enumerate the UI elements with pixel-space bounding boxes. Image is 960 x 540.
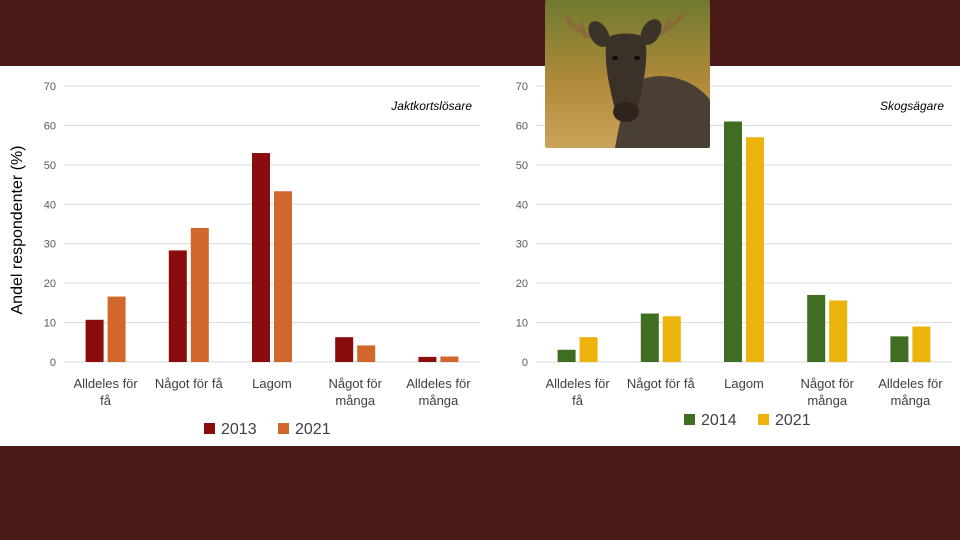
bar <box>829 300 848 362</box>
legend-swatch <box>684 414 695 425</box>
bar <box>252 153 270 362</box>
x-tick-label: Något för <box>800 376 854 391</box>
x-tick-label: många <box>891 393 932 408</box>
bar <box>107 296 126 362</box>
legend-swatch <box>204 423 215 434</box>
y-tick-label: 30 <box>516 239 528 251</box>
x-tick-label: Något för <box>328 376 382 391</box>
bar <box>724 121 742 362</box>
x-tick-label: Alldeles för <box>73 376 138 391</box>
bar <box>807 294 826 362</box>
x-tick-label: Alldeles för <box>878 376 943 391</box>
y-tick-label: 40 <box>516 199 528 211</box>
chart-panel: 0 10 20 30 40 50 60 70 Jaktkortslösare Alldeles f… <box>0 66 960 446</box>
bar <box>579 337 598 362</box>
legend-label: 2013 <box>221 421 257 438</box>
y-tick-label: 50 <box>44 160 56 172</box>
x-tick-label: få <box>100 393 112 408</box>
y-axis-label: Andel respondenter (%) <box>9 146 26 315</box>
bar <box>890 336 909 362</box>
moose-photo <box>545 0 710 148</box>
bar <box>357 345 376 362</box>
x-tick-label: Något för få <box>155 376 224 391</box>
y-tick-label: 60 <box>44 120 56 132</box>
bar <box>190 227 209 362</box>
y-tick-label: 0 <box>522 357 528 369</box>
bar <box>335 337 354 362</box>
y-tick-label: 20 <box>516 278 528 290</box>
bar <box>85 319 104 362</box>
y-tick-label: 70 <box>516 81 528 93</box>
x-tick-label: många <box>807 393 848 408</box>
bar <box>662 316 681 362</box>
y-tick-label: 50 <box>516 160 528 172</box>
x-tick-label: Alldeles för <box>545 376 610 391</box>
x-tick-label: få <box>572 393 584 408</box>
y-tick-label: 10 <box>516 318 528 330</box>
y-tick-label: 10 <box>44 318 56 330</box>
y-tick-label: 30 <box>44 239 56 251</box>
x-tick-label: Lagom <box>252 376 292 391</box>
legend-label: 2021 <box>775 412 811 429</box>
bar <box>557 349 576 362</box>
x-tick-label: många <box>335 393 376 408</box>
chart-subtitle: Skogsägare <box>880 99 944 113</box>
bar <box>168 250 187 362</box>
chart-subtitle: Jaktkortslösare <box>390 99 472 113</box>
legend-swatch <box>758 414 769 425</box>
legend-label: 2014 <box>701 412 737 429</box>
legend-label: 2021 <box>295 421 331 438</box>
bar <box>640 313 659 362</box>
bar <box>274 191 292 362</box>
x-tick-label: många <box>419 393 460 408</box>
y-tick-label: 0 <box>50 357 56 369</box>
x-tick-label: Lagom <box>724 376 764 391</box>
x-tick-label: Något för få <box>627 376 696 391</box>
y-tick-label: 60 <box>516 120 528 132</box>
bar <box>418 356 437 362</box>
y-tick-label: 40 <box>44 199 56 211</box>
legend-swatch <box>278 423 289 434</box>
bar <box>440 356 459 362</box>
bar <box>912 326 931 362</box>
y-tick-label: 20 <box>44 278 56 290</box>
x-tick-label: Alldeles för <box>406 376 471 391</box>
bar-charts: 0 10 20 30 40 50 60 70 Jaktkortslösare Alldeles f… <box>9 81 952 438</box>
bar <box>746 137 764 362</box>
y-tick-label: 70 <box>44 81 56 93</box>
